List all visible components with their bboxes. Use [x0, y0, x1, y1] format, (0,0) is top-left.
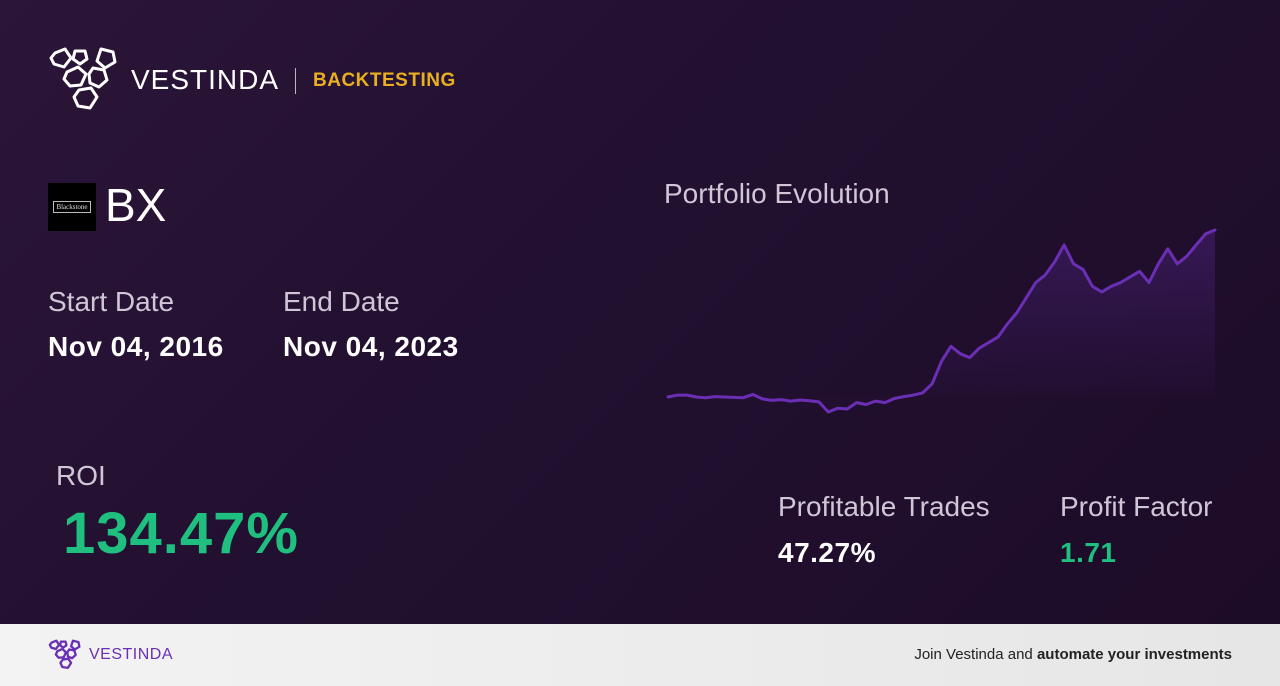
portfolio-series-line: [666, 228, 1217, 414]
portfolio-chart: [666, 228, 1217, 414]
vestinda-footer-logo-icon: [48, 639, 81, 670]
backtesting-tag: BACKTESTING: [313, 70, 456, 91]
start-date-value: Nov 04, 2016: [48, 331, 224, 362]
roi-value: 134.47%: [63, 501, 299, 566]
footer-brand: VESTINDA: [89, 646, 174, 663]
brand-divider: [295, 68, 296, 94]
company-logo-text: Blackstone: [53, 201, 91, 213]
footer-cta[interactable]: Join Vestinda and automate your investme…: [914, 646, 1232, 663]
profit-factor-label: Profit Factor: [1060, 491, 1213, 522]
profitable-trades-value: 47.27%: [778, 537, 876, 568]
end-date-value: Nov 04, 2023: [283, 331, 459, 362]
footer-cta-bold: automate your investments: [1036, 646, 1232, 663]
chart-title: Portfolio Evolution: [664, 178, 890, 209]
roi-label: ROI: [56, 460, 106, 491]
company-logo: Blackstone: [48, 183, 96, 231]
vestinda-logo-icon: [49, 47, 117, 110]
profit-factor-value: 1.71: [1060, 537, 1117, 568]
footer-cta-prefix: Join Vestinda and: [914, 646, 1037, 663]
ticker-symbol: BX: [105, 179, 167, 231]
profitable-trades-label: Profitable Trades: [778, 491, 990, 522]
end-date-label: End Date: [283, 286, 400, 317]
backtest-card: VESTINDA BACKTESTING Blackstone BX Start…: [0, 0, 1280, 624]
brand-name: VESTINDA: [131, 64, 280, 95]
chart-area-fill: [668, 230, 1215, 412]
start-date-label: Start Date: [48, 286, 175, 317]
footer-bar: VESTINDA Join Vestinda and automate your…: [0, 624, 1280, 686]
